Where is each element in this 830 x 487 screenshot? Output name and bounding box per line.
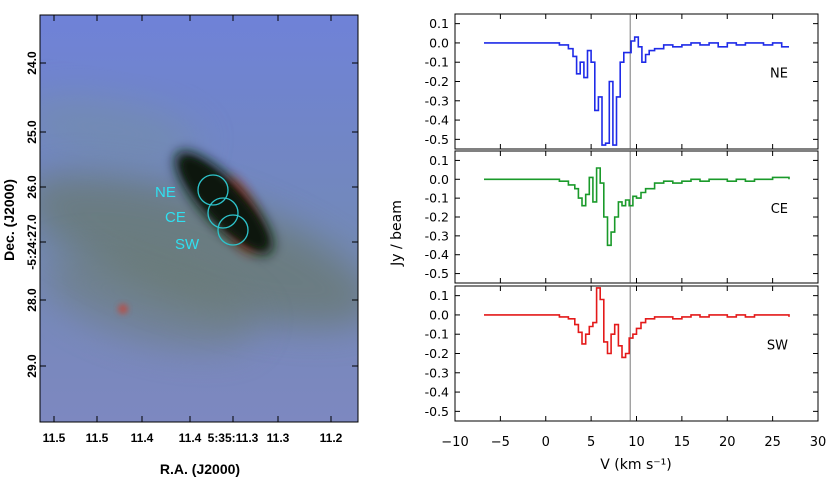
y-tick-label: 0.1: [429, 153, 449, 168]
image-y-tick-label: 26.0: [25, 175, 39, 199]
spectra-x-ticks: −10 −5 0 5 10 15 20 25 30: [441, 435, 826, 450]
spectrum-sw-trace: [484, 287, 790, 359]
image-x-tick-label: 11.5: [43, 431, 66, 445]
image-x-tick-label: 11.4: [179, 431, 202, 445]
image-x-tick-label: 11.2: [320, 431, 343, 445]
spectra-panel: 0.1 0.0 -0.1 -0.2 -0.3 -0.4 -0.5 NE 0.1 0.0 -0.1 -0…: [389, 13, 826, 473]
spectrum-ce-trace: [484, 167, 790, 247]
y-tick-label: -0.5: [425, 266, 449, 281]
image-y-tick-label: 25.0: [25, 120, 39, 144]
ce-region-circle: [207, 197, 239, 229]
spectrum-ne-trace: [484, 36, 789, 146]
x-tick-label: 20: [719, 435, 736, 450]
panel-frame: [454, 285, 819, 422]
panel-frame: [454, 13, 819, 150]
ce-region-label: CE: [165, 209, 186, 226]
y-tick-label: 0.1: [429, 288, 449, 303]
image-y-axis-label: Dec. (J2000): [1, 179, 17, 261]
x-tick-label: 15: [674, 435, 691, 450]
spectrum-sw-label: SW: [767, 338, 788, 353]
y-tick-label: -0.2: [425, 346, 449, 361]
sw-region-circle: [217, 214, 249, 246]
image-y-ticks: 24.0 25.0 26.0 -5:24:27.0 28.0 29.0: [25, 51, 358, 378]
spectra-y-axis-label: Jy / beam: [389, 200, 405, 267]
y-tick-label: -0.1: [425, 191, 449, 206]
y-tick-label: -0.3: [425, 228, 449, 243]
y-tick-label: -0.3: [425, 365, 449, 380]
y-tick-label: -0.1: [425, 55, 449, 70]
y-tick-label: -0.2: [425, 210, 449, 225]
image-x-tick-label: 11.4: [131, 431, 154, 445]
x-tick-label: 10: [628, 435, 645, 450]
y-tick-label: -0.5: [425, 132, 449, 147]
y-tick-label: 0.0: [429, 307, 449, 322]
y-tick-label: -0.2: [425, 74, 449, 89]
panel-frame: [454, 150, 819, 284]
image-y-tick-label: -5:24:27.0: [25, 214, 39, 270]
spectrum-panel-ce: 0.1 0.0 -0.1 -0.2 -0.3 -0.4 -0.5 CE: [425, 150, 819, 284]
image-y-tick-label: 28.0: [25, 288, 39, 312]
image-y-tick-label: 29.0: [25, 354, 39, 378]
sw-region-label: SW: [175, 236, 200, 253]
spectrum-panel-ne: 0.1 0.0 -0.1 -0.2 -0.3 -0.4 -0.5 NE: [425, 13, 819, 150]
x-tick-label: −10: [441, 435, 468, 450]
y-tick-label: -0.1: [425, 327, 449, 342]
ne-region-label: NE: [155, 184, 176, 201]
image-y-tick-label: 24.0: [25, 51, 39, 75]
spectrum-panel-sw: 0.1 0.0 -0.1 -0.2 -0.3 -0.4 -0.5 SW: [425, 285, 819, 422]
x-tick-label: 30: [810, 435, 827, 450]
ne-region-circle: [197, 174, 229, 206]
spectrum-ce-label: CE: [771, 202, 788, 217]
image-panel: 24.025.026.0-5:24:27.028.029.0 11.5 11.5 1…: [1, 14, 359, 477]
y-tick-label: -0.3: [425, 93, 449, 108]
image-x-tick-label: 11.5: [86, 431, 109, 445]
y-tick-label: -0.4: [425, 385, 449, 400]
image-x-tick-label: 11.3: [267, 431, 290, 445]
y-tick-label: -0.5: [425, 404, 449, 419]
y-tick-label: 0.1: [429, 16, 449, 31]
x-tick-label: 25: [764, 435, 781, 450]
y-tick-label: 0.0: [429, 172, 449, 187]
false-color-image: [40, 15, 358, 422]
image-x-tick-label: 5:35:11.3: [208, 431, 259, 445]
spectrum-ne-label: NE: [770, 66, 788, 81]
x-tick-label: 5: [587, 435, 595, 450]
x-tick-label: −5: [491, 435, 510, 450]
image-x-axis-label: R.A. (J2000): [160, 461, 240, 477]
y-tick-label: 0.0: [429, 35, 449, 50]
y-tick-label: -0.4: [425, 247, 449, 262]
image-x-ticks: 11.5 11.5 11.4 11.4 5:35:11.3 11.3 11.2: [43, 15, 343, 445]
x-tick-label: 0: [542, 435, 550, 450]
spectra-x-axis-label: V (km s⁻¹): [600, 457, 671, 473]
region-circles: [197, 174, 249, 246]
y-tick-label: -0.4: [425, 113, 449, 128]
